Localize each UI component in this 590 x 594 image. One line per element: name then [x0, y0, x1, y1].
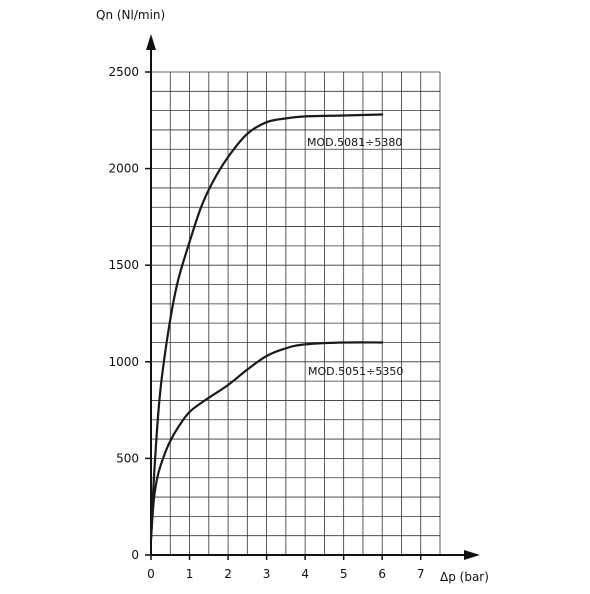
- series: [149, 113, 384, 541]
- series-line-0: [149, 113, 384, 541]
- grid: [151, 71, 441, 555]
- axes: [146, 34, 480, 560]
- x-tick-label: 7: [417, 567, 425, 581]
- y-tick-label: 2500: [108, 65, 139, 79]
- x-tick-label: 1: [186, 567, 194, 581]
- y-tick-label: 500: [116, 451, 139, 465]
- series-label-mod-5051-5350: MOD.5051÷5350: [308, 365, 403, 378]
- x-tick-label: 4: [301, 567, 309, 581]
- y-tick-label: 0: [131, 548, 139, 562]
- y-tick-label: 2000: [108, 162, 139, 176]
- y-axis-arrow-icon: [146, 34, 156, 50]
- x-tick-label: 6: [378, 567, 386, 581]
- series-label-mod-5081-5380: MOD.5081÷5380: [307, 136, 402, 149]
- x-tick-label: 5: [340, 567, 348, 581]
- tick-labels: 0 500 1000 1500 2000 2500 0 1 2 3 4 5 6 7: [108, 65, 424, 581]
- x-tick-label: 0: [147, 567, 155, 581]
- y-tick-label: 1500: [108, 258, 139, 272]
- labels: Qn (Nl/min) Δp (bar) MOD.5081÷5380 MOD.5…: [96, 8, 489, 584]
- x-axis-arrow-icon: [464, 550, 480, 560]
- x-axis-title: Δp (bar): [440, 570, 489, 584]
- y-axis-title: Qn (Nl/min): [96, 8, 165, 22]
- x-tick-label: 3: [263, 567, 271, 581]
- x-tick-label: 2: [224, 567, 232, 581]
- y-tick-label: 1000: [108, 355, 139, 369]
- series-line-1: [149, 341, 384, 541]
